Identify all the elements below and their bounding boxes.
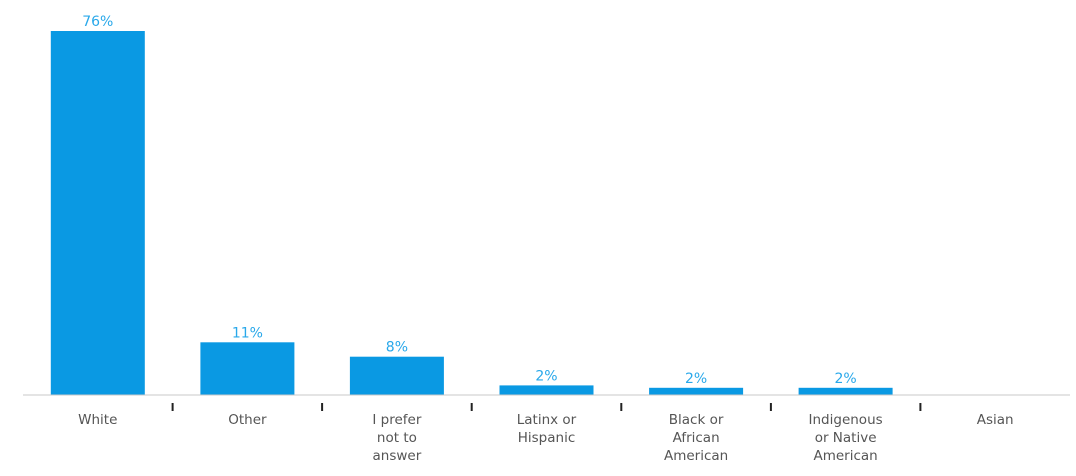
category-label-line: White [78, 412, 117, 428]
value-label-indigenous-or-native-american: 2% [834, 371, 856, 387]
category-label-line: African [673, 430, 720, 446]
bar-white [50, 31, 145, 395]
category-label-white: White [78, 412, 117, 428]
category-label-i-prefer-not-to-answer: I prefer not to answer [372, 412, 421, 464]
value-label-black-or-african-american: 2% [685, 371, 707, 387]
category-label-line: American [664, 448, 728, 464]
value-label-latinx-or-hispanic: 2% [535, 368, 557, 384]
bar-indigenous-or-native-american [798, 387, 893, 395]
category-label-black-or-african-american: Black or African American [664, 412, 728, 464]
category-label-line: Black or [669, 412, 724, 428]
category-label-line: Hispanic [518, 430, 576, 446]
ticks-layer [171, 403, 922, 411]
category-label-line: Other [228, 412, 267, 428]
category-label-line: Asian [977, 412, 1014, 428]
category-label-latinx-or-hispanic: Latinx or Hispanic [517, 412, 577, 446]
category-labels-layer: White Other I prefer not to answer Latinx or H… [78, 412, 1013, 464]
value-label-i-prefer-not-to-answer: 8% [386, 340, 408, 356]
category-label-asian: Asian [977, 412, 1014, 428]
category-label-line: not to [377, 430, 417, 446]
category-label-line: Indigenous [809, 412, 883, 428]
value-label-white: 76% [82, 14, 113, 30]
category-label-line: answer [373, 448, 422, 464]
category-label-other: Other [228, 412, 267, 428]
bar-black-or-african-american [649, 387, 744, 395]
value-label-other: 11% [232, 325, 263, 341]
category-label-indigenous-or-native-american: Indigenous or Native American [809, 412, 883, 464]
category-label-line: I prefer [372, 412, 421, 428]
bar-other [200, 342, 295, 395]
bar-latinx-or-hispanic [499, 385, 594, 395]
bar-i-prefer-not-to-answer [349, 356, 444, 395]
category-label-line: American [813, 448, 877, 464]
category-label-line: Latinx or [517, 412, 577, 428]
value-labels-layer: 76% 11% 8% 2% 2% 2% [82, 14, 856, 387]
category-label-line: or Native [815, 430, 877, 446]
bars-layer [50, 31, 893, 395]
